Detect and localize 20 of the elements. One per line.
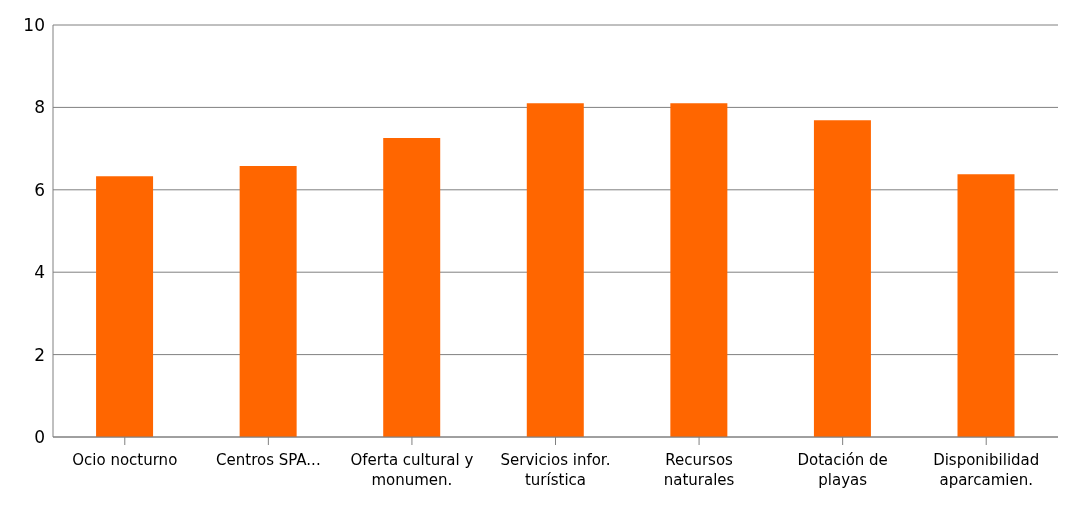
x-tick-label: Oferta cultural y monumen.: [350, 451, 474, 489]
x-tick-label: Disponibilidad aparcamien.: [933, 451, 1040, 489]
y-tick-label: 6: [34, 179, 45, 200]
bar: [383, 137, 441, 437]
y-tick-label: 2: [34, 344, 45, 365]
x-tick-label: Centros SPA...: [216, 451, 321, 469]
bar: [670, 103, 728, 437]
x-tick-label: Dotación de playas: [797, 451, 888, 489]
bar: [239, 165, 297, 437]
bar: [957, 174, 1015, 437]
x-tick-label: Servicios infor. turística: [500, 451, 611, 489]
y-tick-label: 4: [34, 262, 45, 283]
y-tick-label: 8: [34, 97, 45, 118]
bar: [813, 120, 871, 437]
x-tick-label: Ocio nocturno: [72, 451, 178, 469]
x-tick-label: Recursos naturales: [663, 451, 735, 489]
y-tick-label: 10: [23, 15, 45, 36]
bar: [526, 103, 584, 437]
bar: [96, 176, 154, 437]
y-tick-label: 0: [34, 427, 45, 448]
